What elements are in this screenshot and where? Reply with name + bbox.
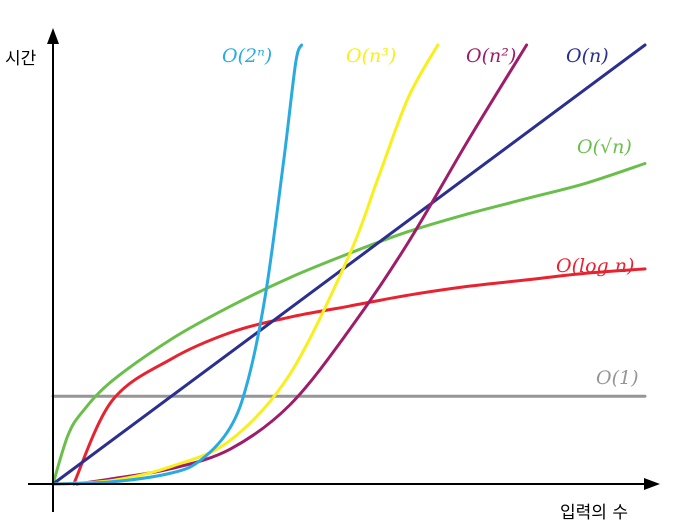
curve-labels: O(2ⁿ) O(n³) O(n²) O(n) O(√n) O(log n) O(1) [222, 45, 639, 389]
axes: 시간 입력의 수 [5, 28, 660, 523]
series-label-o-n: O(n) [566, 45, 609, 67]
series-line-o-n-cubed [51, 43, 440, 486]
series-line-o-log-n [72, 267, 647, 486]
y-axis-label: 시간 [5, 49, 37, 69]
series-line-o-sqrt-n [51, 162, 647, 486]
series-line-o-n [51, 43, 647, 486]
series-label-o-n-cubed: O(n³) [346, 45, 396, 67]
series-label-o-n-squared: O(n²) [466, 45, 516, 67]
series-line-o-2-pow-n [51, 43, 304, 486]
series-label-o-1: O(1) [596, 367, 639, 389]
series-label-o-sqrt-n: O(√n) [577, 136, 632, 158]
x-axis-label: 입력의 수 [560, 503, 628, 523]
series-label-o-2-pow-n: O(2ⁿ) [222, 45, 272, 67]
x-axis-arrow-icon [644, 478, 660, 490]
series-label-o-log-n: O(log n) [556, 255, 634, 277]
y-axis-arrow-icon [47, 28, 59, 44]
curve-layer [51, 43, 647, 486]
